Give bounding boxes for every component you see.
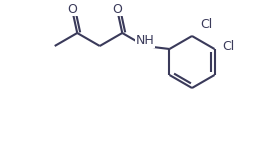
Text: O: O bbox=[67, 3, 77, 16]
Text: Cl: Cl bbox=[222, 39, 235, 52]
Text: NH: NH bbox=[135, 34, 154, 48]
Text: Cl: Cl bbox=[200, 18, 212, 30]
Text: O: O bbox=[112, 3, 122, 16]
